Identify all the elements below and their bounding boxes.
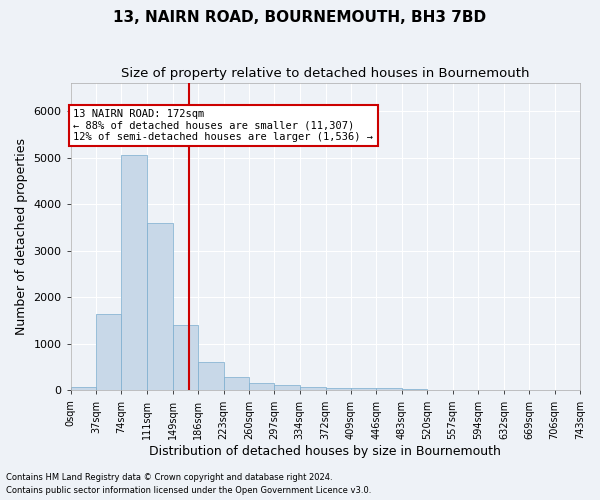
Bar bbox=[274, 386, 299, 390]
Bar bbox=[96, 314, 121, 390]
Bar bbox=[351, 388, 376, 390]
Text: Contains HM Land Registry data © Crown copyright and database right 2024.
Contai: Contains HM Land Registry data © Crown c… bbox=[6, 474, 371, 495]
Bar bbox=[326, 388, 351, 390]
Bar bbox=[249, 384, 274, 390]
Bar bbox=[147, 223, 173, 390]
Bar bbox=[121, 155, 147, 390]
X-axis label: Distribution of detached houses by size in Bournemouth: Distribution of detached houses by size … bbox=[149, 444, 501, 458]
Bar bbox=[173, 325, 198, 390]
Bar bbox=[299, 386, 326, 390]
Bar bbox=[71, 387, 96, 390]
Title: Size of property relative to detached houses in Bournemouth: Size of property relative to detached ho… bbox=[121, 68, 530, 80]
Text: 13, NAIRN ROAD, BOURNEMOUTH, BH3 7BD: 13, NAIRN ROAD, BOURNEMOUTH, BH3 7BD bbox=[113, 10, 487, 25]
Y-axis label: Number of detached properties: Number of detached properties bbox=[15, 138, 28, 335]
Bar bbox=[198, 362, 224, 390]
Bar bbox=[224, 377, 249, 390]
Bar bbox=[402, 389, 427, 390]
Bar bbox=[376, 388, 402, 390]
Text: 13 NAIRN ROAD: 172sqm
← 88% of detached houses are smaller (11,307)
12% of semi-: 13 NAIRN ROAD: 172sqm ← 88% of detached … bbox=[73, 108, 373, 142]
